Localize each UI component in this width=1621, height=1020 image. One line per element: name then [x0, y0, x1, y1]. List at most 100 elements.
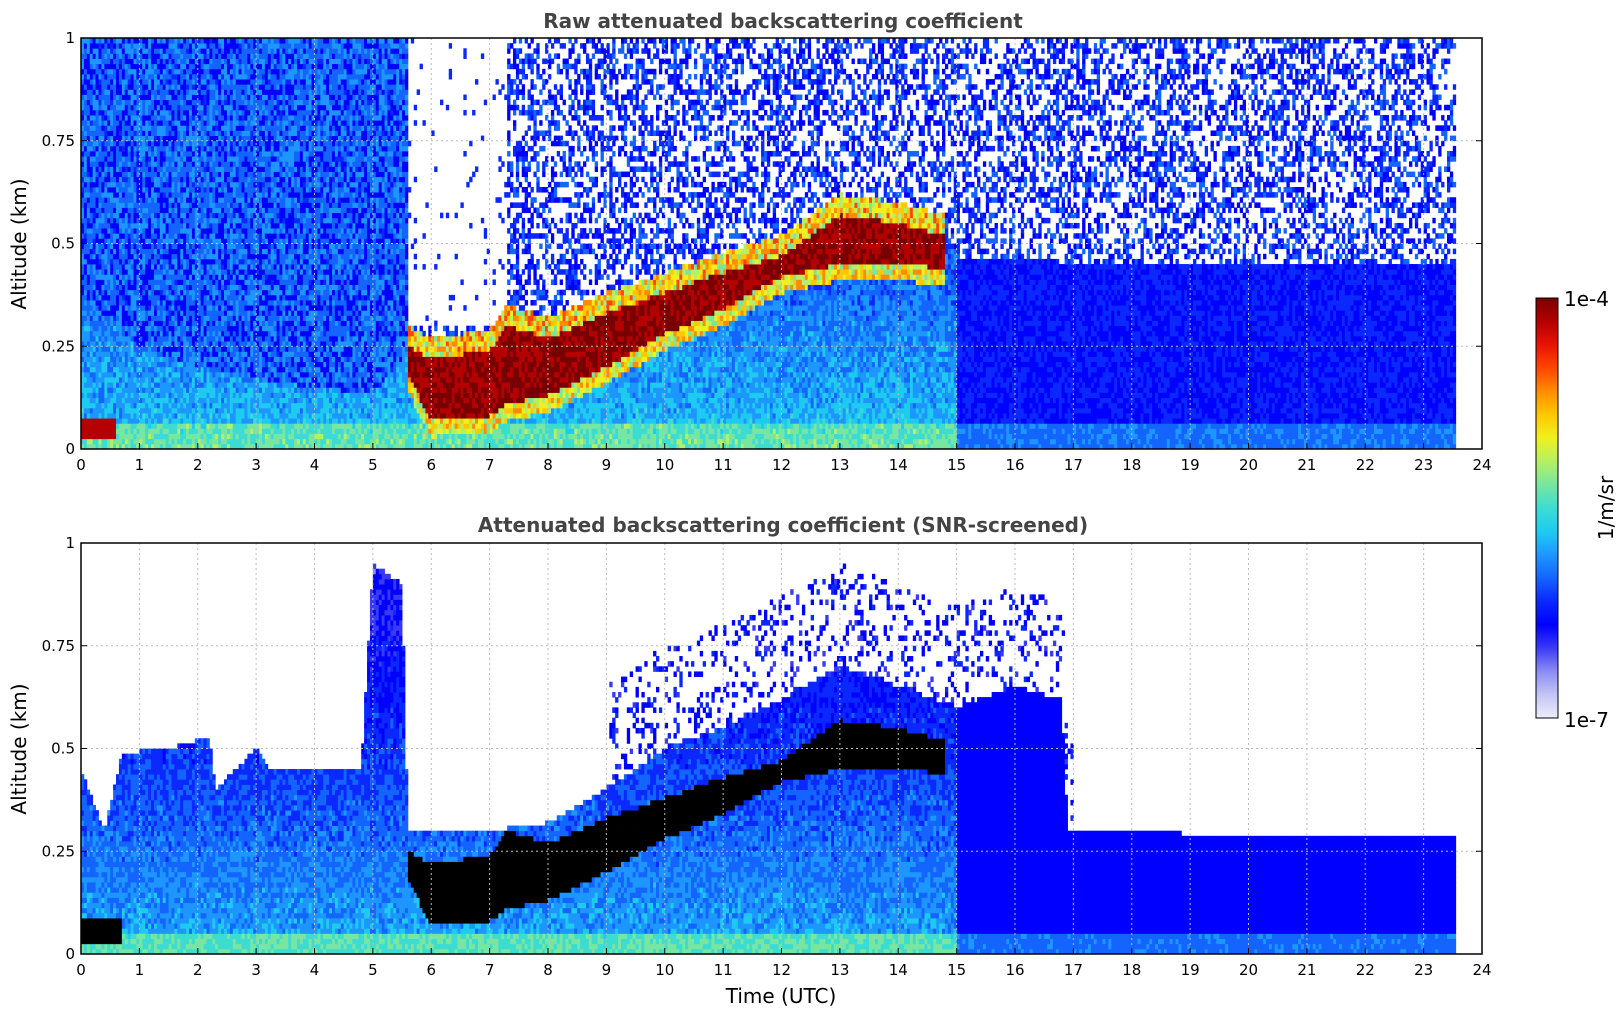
heatmap-cell [96, 428, 99, 434]
heatmap-cell [119, 223, 122, 229]
heatmap-cell [84, 408, 87, 414]
heatmap-cell [116, 279, 119, 285]
heatmap-cell [104, 172, 107, 178]
heatmap-cell [116, 187, 119, 193]
heatmap-cell [116, 161, 119, 167]
heatmap-cell [87, 69, 90, 75]
heatmap-cell [99, 89, 102, 95]
heatmap-cell [122, 213, 125, 219]
heatmap-cell [87, 84, 90, 90]
heatmap-cell [93, 259, 96, 265]
heatmap-cell [99, 151, 102, 157]
heatmap-cell [93, 100, 96, 106]
heatmap-cell [84, 279, 87, 285]
heatmap-cell [122, 321, 125, 327]
heatmap-cell [116, 110, 119, 116]
heatmap-cell [101, 218, 104, 224]
heatmap-cell [107, 192, 110, 198]
heatmap-cell [93, 110, 96, 116]
heatmap-cell [96, 43, 99, 49]
heatmap-cell [113, 341, 116, 347]
heatmap-cell [84, 228, 87, 234]
heatmap-cell [110, 89, 113, 95]
heatmap-cell [93, 38, 96, 44]
heatmap-cell [113, 331, 116, 337]
heatmap-cell [104, 434, 107, 440]
heatmap-cell [93, 192, 96, 198]
heatmap-cell [99, 156, 102, 162]
heatmap-cell [119, 120, 122, 126]
heatmap-cell [113, 382, 116, 388]
heatmap-cell [101, 392, 104, 398]
heatmap-cell [113, 233, 116, 239]
heatmap-cell [96, 418, 99, 424]
heatmap-cell [99, 166, 102, 172]
heatmap-cell [122, 187, 125, 193]
heatmap-cell [101, 197, 104, 203]
heatmap-cell [116, 428, 119, 434]
heatmap-cell [113, 434, 116, 440]
heatmap-cell [107, 305, 110, 311]
heatmap-cell [93, 43, 96, 49]
heatmap-cell [84, 95, 87, 101]
heatmap-cell [101, 166, 104, 172]
heatmap-cell [122, 392, 125, 398]
heatmap-cell [107, 408, 110, 414]
heatmap-cell [84, 120, 87, 126]
heatmap-cell [110, 331, 113, 337]
heatmap-cell [116, 244, 119, 250]
heatmap-cell [119, 84, 122, 90]
heatmap-cell [104, 336, 107, 342]
heatmap-cell [116, 74, 119, 80]
heatmap-cell [116, 64, 119, 70]
heatmap-cell [113, 408, 116, 414]
heatmap-cell [84, 274, 87, 280]
heatmap-cell [99, 279, 102, 285]
heatmap-cell [90, 290, 93, 296]
heatmap-cell [119, 64, 122, 70]
heatmap-cell [113, 326, 116, 332]
heatmap-cell [104, 372, 107, 378]
heatmap-cell [113, 279, 116, 285]
heatmap-cell [122, 285, 125, 291]
heatmap-cell [104, 110, 107, 116]
heatmap-cell [107, 321, 110, 327]
heatmap-cell [90, 223, 93, 229]
heatmap-cell [96, 326, 99, 332]
heatmap-cell [84, 423, 87, 429]
heatmap-cell [96, 130, 99, 136]
heatmap-cell [96, 197, 99, 203]
heatmap-cell [90, 439, 93, 445]
heatmap-cell [116, 105, 119, 111]
heatmap-cell [119, 372, 122, 378]
heatmap-cell [99, 290, 102, 296]
heatmap-cell [90, 418, 93, 424]
heatmap-cell [107, 161, 110, 167]
heatmap-cell [104, 228, 107, 234]
heatmap-cell [93, 346, 96, 352]
heatmap-cell [116, 223, 119, 229]
heatmap-cell [84, 310, 87, 316]
heatmap-cell [116, 321, 119, 327]
heatmap-cell [107, 59, 110, 65]
heatmap-cell [122, 182, 125, 188]
heatmap-cell [96, 218, 99, 224]
heatmap-cell [113, 290, 116, 296]
heatmap-cell [90, 146, 93, 152]
heatmap-cell [122, 233, 125, 239]
heatmap-cell [84, 172, 87, 178]
heatmap-cell [99, 48, 102, 54]
heatmap-cell [87, 403, 90, 409]
heatmap-cell [119, 285, 122, 291]
heatmap-cell [101, 38, 104, 44]
heatmap-cell [96, 357, 99, 363]
heatmap-cell [90, 192, 93, 198]
heatmap-cell [119, 177, 122, 183]
heatmap-cell [119, 274, 122, 280]
heatmap-cell [96, 403, 99, 409]
heatmap-cell [110, 125, 113, 131]
heatmap-cell [101, 254, 104, 260]
heatmap-cell [110, 305, 113, 311]
heatmap-cell [84, 64, 87, 70]
heatmap-cell [87, 182, 90, 188]
